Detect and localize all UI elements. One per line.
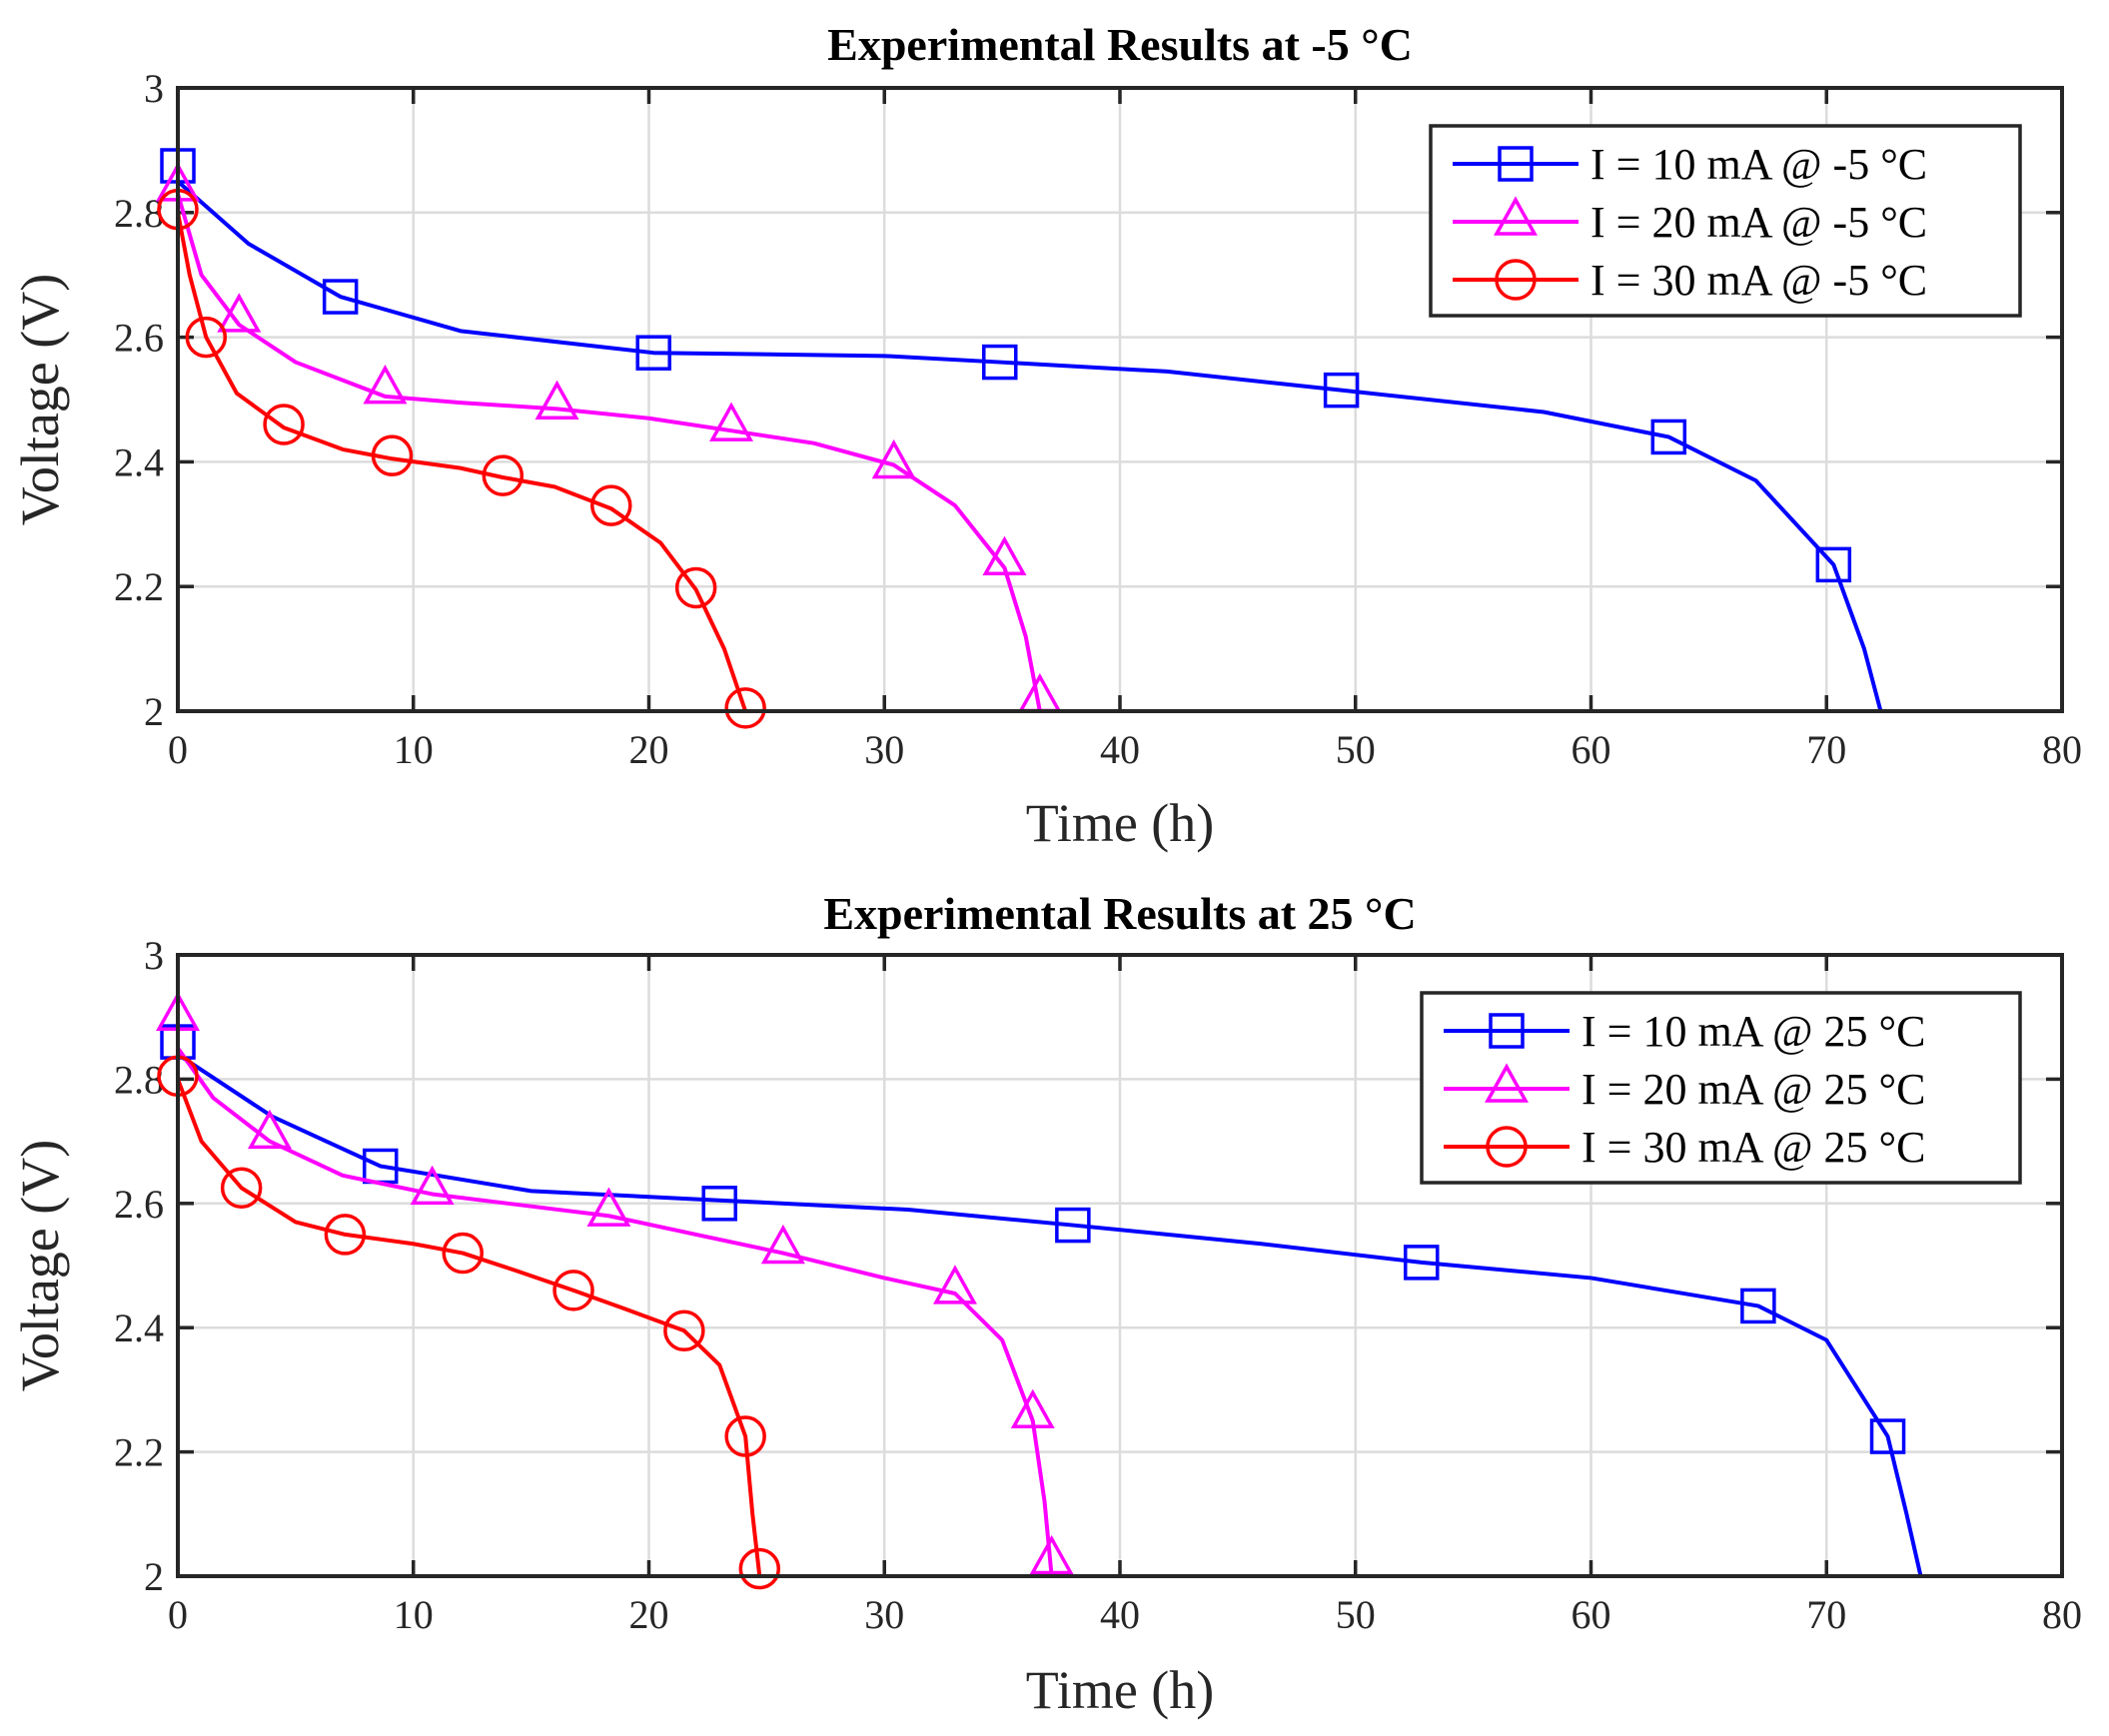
x-tick-label: 70 [1806,1592,1846,1637]
data-point-marker [363,365,408,405]
legend-entry: I = 20 mA @ -5 °C [1590,198,1927,247]
axes-frame [176,953,2064,1578]
data-point-marker [724,687,766,729]
series-line-2 [176,1046,1054,1578]
data-point-marker [982,535,1027,575]
data-point-marker [220,1167,263,1209]
x-tick-label: 60 [1572,727,1611,772]
data-point-marker [1650,419,1687,455]
y-tick-label: 3 [144,66,164,111]
y-tick-label: 2.6 [114,316,164,361]
data-point-marker [263,404,305,445]
x-tick-label: 40 [1100,727,1140,772]
y-axis-label: Voltage (V) [10,1140,70,1391]
x-tick-label: 40 [1100,1592,1140,1637]
data-point-marker [1404,1245,1440,1281]
x-axis-label: Time (h) [1026,1660,1215,1720]
y-tick-label: 2.2 [114,1430,164,1475]
legend-marker [1486,1126,1528,1168]
x-tick-label: 0 [168,727,188,772]
data-point-marker [1323,372,1360,409]
x-tick-label: 70 [1806,727,1846,772]
y-axis-label: Voltage (V) [10,274,70,525]
series-line-1 [176,179,1883,713]
data-point-marker [552,1270,594,1311]
x-tick-label: 30 [864,727,904,772]
data-point-marker [482,454,525,496]
legend-marker [1485,1063,1529,1103]
x-tick-label: 80 [2042,727,2082,772]
x-tick-label: 50 [1336,1592,1376,1637]
legend: I = 10 mA @ -5 °C I = 20 mA @ -5 °C I = 30… [1429,124,2022,318]
y-tick-label: 3 [144,933,164,978]
legend-entry: I = 10 mA @ 25 °C [1582,1007,1926,1056]
y-tick-label: 2.8 [114,191,164,236]
data-point-marker [701,1186,737,1222]
data-point-marker [185,316,228,359]
series-line-2 [176,192,1042,713]
x-tick-label: 10 [394,727,434,772]
data-point-marker [674,566,717,609]
data-point-marker [534,380,579,420]
legend-entry: I = 30 mA @ 25 °C [1582,1123,1926,1172]
y-tick-label: 2.2 [114,564,164,609]
data-point-marker [586,1187,631,1227]
data-point-marker [871,438,916,479]
data-point-marker [371,434,414,476]
axes-frame [176,86,2064,713]
data-point-marker [709,402,753,441]
x-tick-label: 0 [168,1592,188,1637]
data-point-marker [410,1165,455,1206]
data-point-marker [442,1232,485,1275]
legend-entry: I = 30 mA @ -5 °C [1590,256,1927,305]
data-point-marker [217,293,262,333]
data-point-marker [1740,1288,1776,1324]
legend-marker [1498,146,1534,182]
data-point-marker [635,335,671,371]
data-point-marker [324,1214,367,1256]
chart-panel-1: 0 10 20 30 40 50 60 70 80 2 2.2 2.4 2.6 2.8 3 Experimen… [10,19,2082,853]
x-tick-label: 10 [394,1592,434,1637]
legend-entry: I = 10 mA @ -5 °C [1590,140,1927,189]
data-point-marker [590,484,632,526]
chart-title: Experimental Results at -5 °C [827,19,1413,70]
legend-marker [1494,196,1538,236]
data-point-marker [932,1265,977,1304]
data-point-marker [1010,1388,1055,1429]
x-tick-label: 80 [2042,1592,2082,1637]
data-point-marker [247,1109,292,1150]
data-point-marker [982,344,1018,381]
x-tick-label: 20 [629,727,669,772]
chart-panel-2: 0 10 20 30 40 50 60 70 80 2 2.2 2.4 2.6 2.8 3 Experimen… [10,888,2082,1720]
chart-title: Experimental Results at 25 °C [823,888,1416,939]
data-point-marker [1029,1534,1074,1575]
x-tick-label: 60 [1572,1592,1611,1637]
data-point-marker [724,1415,766,1457]
legend-entry: I = 20 mA @ 25 °C [1582,1065,1926,1114]
data-point-marker [322,279,359,315]
data-point-marker [1869,1418,1906,1454]
y-tick-label: 2 [144,1554,164,1599]
x-tick-label: 30 [864,1592,904,1637]
x-axis-label: Time (h) [1026,793,1215,853]
x-tick-label: 20 [629,1592,669,1637]
y-tick-label: 2.4 [114,439,164,484]
series-line-3 [176,1077,762,1578]
data-point-marker [738,1547,781,1590]
legend: I = 10 mA @ 25 °C I = 20 mA @ 25 °C I = 30… [1420,991,2022,1185]
data-point-marker [1815,546,1852,583]
y-tick-label: 2.6 [114,1182,164,1227]
y-tick-label: 2.4 [114,1305,164,1350]
legend-marker [1489,1013,1525,1049]
y-tick-label: 2 [144,689,164,734]
x-tick-label: 50 [1336,727,1376,772]
data-point-marker [663,1309,705,1352]
legend-marker [1495,259,1537,301]
data-point-marker [760,1224,805,1265]
y-tick-label: 2.8 [114,1057,164,1102]
data-point-marker [1055,1207,1091,1244]
